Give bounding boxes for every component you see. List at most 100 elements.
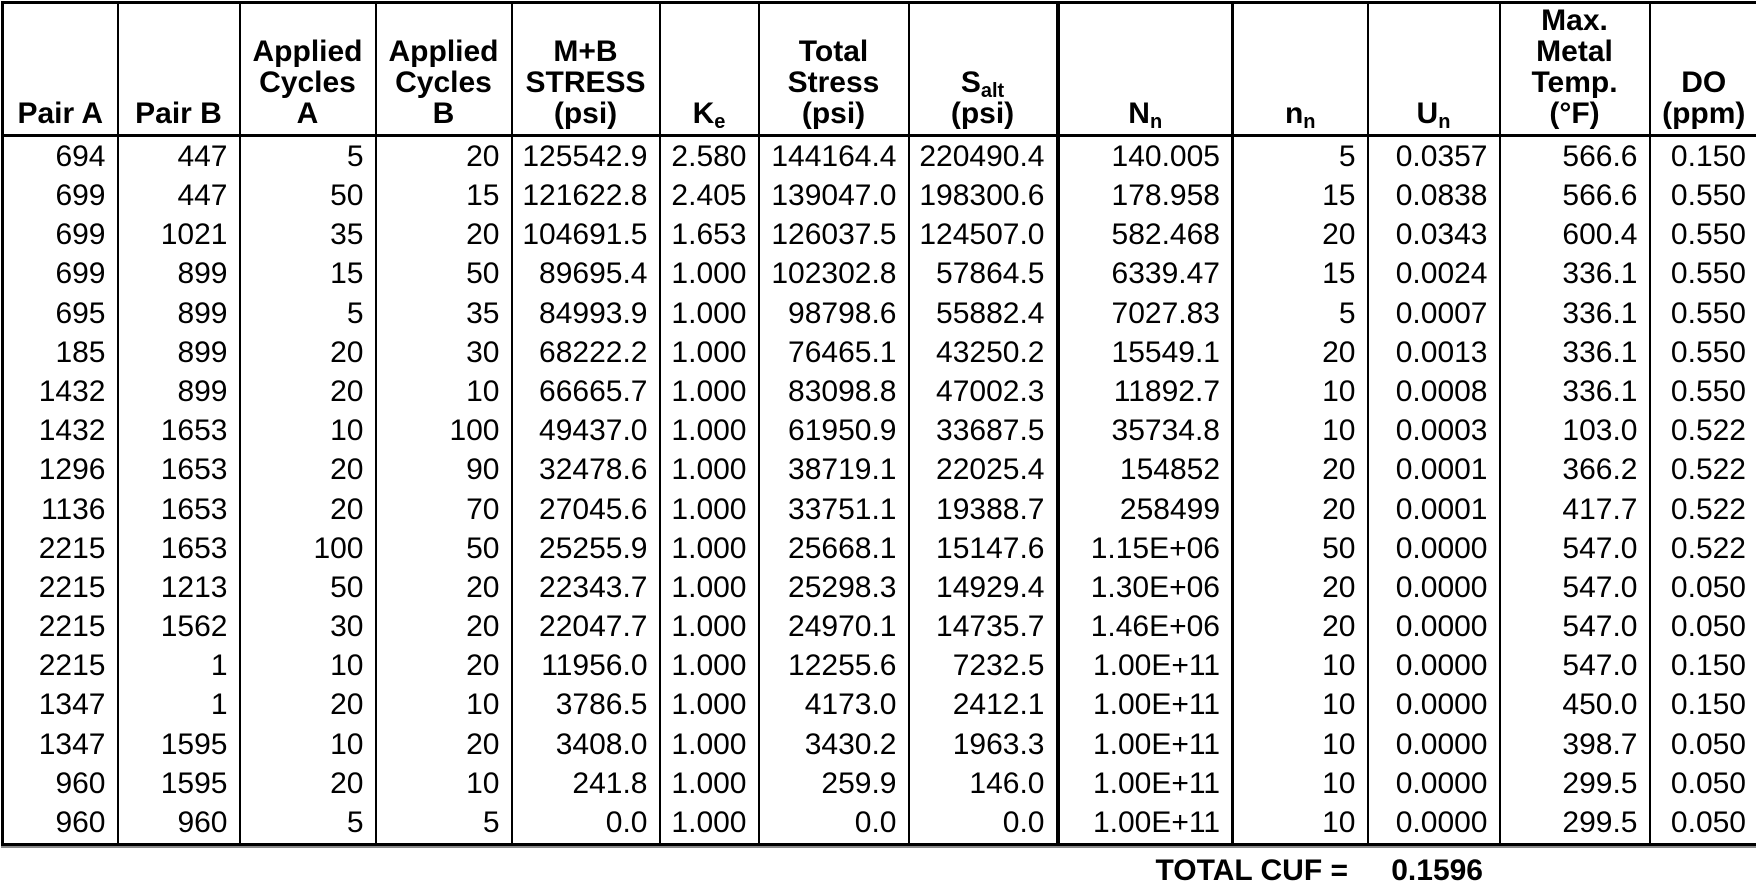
cell-do_ppm: 0.522 xyxy=(1650,490,1756,529)
cell-mb_stress: 68222.2 xyxy=(512,333,660,372)
cell-n_small: 20 xyxy=(1233,216,1368,255)
cell-pair_a: 2215 xyxy=(3,568,118,607)
cell-total_stress: 98798.6 xyxy=(759,294,909,333)
cell-pair_a: 2215 xyxy=(3,529,118,568)
cell-u_n: 0.0008 xyxy=(1368,372,1500,411)
cell-pair_b: 1653 xyxy=(118,412,240,451)
cell-ke: 1.000 xyxy=(660,490,759,529)
cell-applied_cycles_b: 30 xyxy=(376,333,512,372)
cell-n_cap: 7027.83 xyxy=(1058,294,1233,333)
cell-total_stress: 259.9 xyxy=(759,764,909,803)
cell-applied_cycles_a: 20 xyxy=(240,686,376,725)
cell-pair_a: 699 xyxy=(3,176,118,215)
cell-applied_cycles_b: 100 xyxy=(376,412,512,451)
cell-applied_cycles_b: 20 xyxy=(376,607,512,646)
cell-applied_cycles_a: 100 xyxy=(240,529,376,568)
cell-s_alt: 7232.5 xyxy=(909,647,1058,686)
cell-applied_cycles_b: 10 xyxy=(376,686,512,725)
cell-pair_a: 694 xyxy=(3,136,118,177)
cell-n_small: 10 xyxy=(1233,412,1368,451)
cell-max_metal_temp: 299.5 xyxy=(1500,764,1650,803)
cell-do_ppm: 0.550 xyxy=(1650,294,1756,333)
cell-n_small: 20 xyxy=(1233,333,1368,372)
cell-ke: 2.580 xyxy=(660,136,759,177)
cell-s_alt: 43250.2 xyxy=(909,333,1058,372)
cell-applied_cycles_b: 50 xyxy=(376,529,512,568)
cell-total_stress: 126037.5 xyxy=(759,216,909,255)
cell-max_metal_temp: 566.6 xyxy=(1500,136,1650,177)
cell-total_stress: 38719.1 xyxy=(759,451,909,490)
cell-pair_a: 1347 xyxy=(3,725,118,764)
col-header-u-n: Un xyxy=(1368,3,1500,136)
cell-total_stress: 4173.0 xyxy=(759,686,909,725)
cell-applied_cycles_a: 35 xyxy=(240,216,376,255)
cell-ke: 1.000 xyxy=(660,294,759,333)
cell-max_metal_temp: 547.0 xyxy=(1500,529,1650,568)
cell-applied_cycles_a: 20 xyxy=(240,372,376,411)
cell-applied_cycles_a: 5 xyxy=(240,136,376,177)
cell-u_n: 0.0000 xyxy=(1368,803,1500,844)
cell-n_cap: 582.468 xyxy=(1058,216,1233,255)
cell-applied_cycles_a: 20 xyxy=(240,764,376,803)
cell-applied_cycles_a: 5 xyxy=(240,803,376,844)
cell-u_n: 0.0000 xyxy=(1368,686,1500,725)
cell-mb_stress: 49437.0 xyxy=(512,412,660,451)
cell-n_cap: 258499 xyxy=(1058,490,1233,529)
cell-n_small: 20 xyxy=(1233,490,1368,529)
cell-pair_b: 1595 xyxy=(118,725,240,764)
cell-u_n: 0.0003 xyxy=(1368,412,1500,451)
cell-do_ppm: 0.050 xyxy=(1650,725,1756,764)
cell-applied_cycles_b: 20 xyxy=(376,647,512,686)
cell-applied_cycles_a: 10 xyxy=(240,725,376,764)
cell-u_n: 0.0000 xyxy=(1368,568,1500,607)
cell-mb_stress: 66665.7 xyxy=(512,372,660,411)
cell-applied_cycles_a: 30 xyxy=(240,607,376,646)
cell-total_stress: 76465.1 xyxy=(759,333,909,372)
cell-u_n: 0.0001 xyxy=(1368,451,1500,490)
cell-max_metal_temp: 547.0 xyxy=(1500,647,1650,686)
cell-s_alt: 57864.5 xyxy=(909,255,1058,294)
cell-n_cap: 178.958 xyxy=(1058,176,1233,215)
cell-n_cap: 15549.1 xyxy=(1058,333,1233,372)
cell-total_stress: 33751.1 xyxy=(759,490,909,529)
cell-total_stress: 0.0 xyxy=(759,803,909,844)
col-header-pair-b: Pair B xyxy=(118,3,240,136)
cell-pair_b: 1595 xyxy=(118,764,240,803)
cell-n_cap: 1.00E+11 xyxy=(1058,647,1233,686)
cell-u_n: 0.0000 xyxy=(1368,647,1500,686)
cell-max_metal_temp: 336.1 xyxy=(1500,333,1650,372)
cell-pair_b: 899 xyxy=(118,333,240,372)
cell-s_alt: 15147.6 xyxy=(909,529,1058,568)
cell-max_metal_temp: 336.1 xyxy=(1500,294,1650,333)
total-cuf-label: TOTAL CUF = xyxy=(0,854,1365,888)
cell-pair_b: 960 xyxy=(118,803,240,844)
cell-pair_a: 699 xyxy=(3,255,118,294)
col-header-pair-a: Pair A xyxy=(3,3,118,136)
col-header-s-alt: Salt (psi) xyxy=(909,3,1058,136)
cell-applied_cycles_b: 10 xyxy=(376,372,512,411)
cell-u_n: 0.0000 xyxy=(1368,764,1500,803)
cell-u_n: 0.0000 xyxy=(1368,725,1500,764)
cell-do_ppm: 0.050 xyxy=(1650,607,1756,646)
cell-mb_stress: 22047.7 xyxy=(512,607,660,646)
cell-applied_cycles_a: 50 xyxy=(240,568,376,607)
cell-pair_a: 695 xyxy=(3,294,118,333)
col-header-do-ppm: DO(ppm) xyxy=(1650,3,1756,136)
cell-do_ppm: 0.150 xyxy=(1650,647,1756,686)
cell-applied_cycles_b: 70 xyxy=(376,490,512,529)
cell-pair_b: 447 xyxy=(118,136,240,177)
cell-pair_b: 1021 xyxy=(118,216,240,255)
cell-max_metal_temp: 547.0 xyxy=(1500,568,1650,607)
cell-mb_stress: 32478.6 xyxy=(512,451,660,490)
cell-n_cap: 140.005 xyxy=(1058,136,1233,177)
col-header-n-lowercase: nn xyxy=(1233,3,1368,136)
